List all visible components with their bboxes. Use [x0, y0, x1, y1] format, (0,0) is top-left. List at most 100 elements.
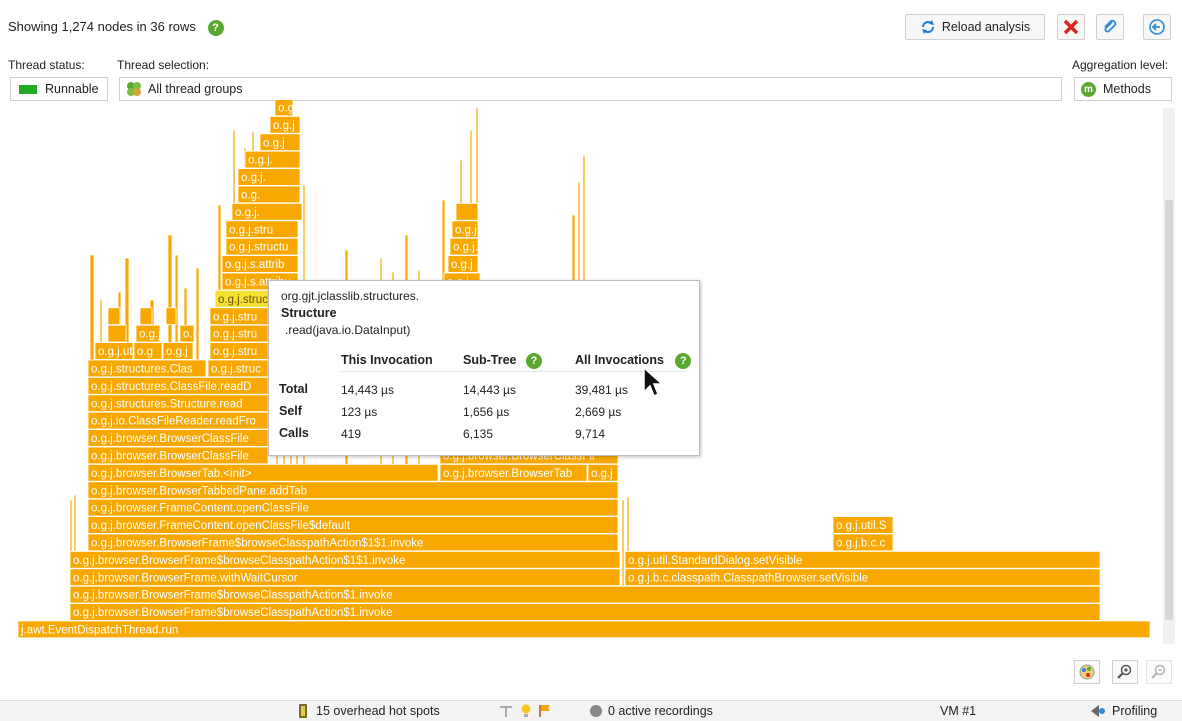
flame-frame[interactable]	[135, 324, 161, 343]
flame-frame[interactable]	[451, 220, 479, 239]
tooltip-method: .read(java.io.DataInput)	[285, 323, 411, 337]
paperclip-icon	[1104, 19, 1117, 33]
profiling-mode-text: Profiling	[1112, 704, 1158, 718]
flame-frame-label: o.g.j.browser.FrameContent.openClassFile…	[91, 520, 351, 532]
flame-frame-label: o.g.j.	[453, 242, 478, 254]
column-sub-tree: Sub-Tree ?	[463, 353, 542, 369]
color-settings-button[interactable]	[1074, 660, 1100, 684]
tooltip-package: org.gjt.jclasslib.structures.	[281, 289, 420, 303]
flame-frame-label: o.g.j.structures.Clas	[91, 364, 193, 376]
vm-indicator-text: VM #1	[940, 704, 977, 718]
flame-frame[interactable]	[94, 342, 134, 360]
flame-frame-label: o.g.j	[273, 120, 295, 132]
profiling-mode[interactable]: Profiling	[1090, 704, 1157, 718]
thread-status-select[interactable]: Runnable	[10, 77, 108, 101]
flame-frame-label: o.g.j.browser.BrowserTab	[443, 468, 572, 480]
flame-frame[interactable]	[225, 220, 299, 239]
flame-frame[interactable]	[107, 307, 121, 325]
flame-frame[interactable]	[87, 533, 619, 552]
flame-frame[interactable]	[69, 551, 621, 569]
flame-frame[interactable]	[69, 585, 1101, 604]
active-recordings[interactable]: 0 active recordings	[590, 704, 713, 718]
zoom-out-button[interactable]	[1146, 660, 1172, 684]
flame-frame[interactable]	[624, 568, 1101, 586]
reload-icon	[921, 20, 934, 34]
column-this-invocation: This Invocation	[341, 353, 433, 367]
zoom-in-icon	[1117, 664, 1132, 679]
flame-frame-label: o.g.j.browser.BrowserClassFile	[91, 451, 249, 463]
flame-frame-label: o.g.j.browser.BrowserFrame$browseClasspa…	[73, 607, 393, 619]
reload-analysis-button[interactable]: Reload analysis	[905, 14, 1045, 40]
methods-icon: m	[1081, 81, 1096, 97]
flame-frame-label: o.g.j.util.StandardDialog.setVisible	[628, 555, 802, 567]
flame-frame-label: o.g	[183, 329, 199, 341]
flame-frame[interactable]	[624, 551, 1101, 569]
self-this-invocation: 123 µs	[341, 405, 378, 419]
flame-frame[interactable]	[69, 568, 621, 586]
zoom-in-button[interactable]	[1112, 660, 1138, 684]
flame-frame[interactable]	[237, 168, 301, 186]
flame-frame[interactable]	[87, 516, 619, 534]
flame-frame[interactable]	[832, 533, 894, 552]
help-icon[interactable]: ?	[525, 353, 542, 369]
scrollbar-thumb[interactable]	[1165, 200, 1173, 620]
thread-selection-select[interactable]: All thread groups	[119, 77, 1062, 101]
flame-frame[interactable]	[259, 133, 301, 152]
flame-frame[interactable]	[274, 100, 294, 117]
flame-frame[interactable]	[221, 255, 299, 273]
flame-frame[interactable]	[439, 463, 588, 482]
flame-frame-label: j.awt.EventDispatchThread.run	[20, 625, 178, 637]
flame-frame[interactable]	[69, 603, 1101, 621]
overhead-hotspots[interactable]: 15 overhead hot spots	[296, 704, 440, 718]
pin-icon[interactable]	[498, 704, 514, 718]
flame-frame[interactable]	[87, 498, 619, 517]
export-button[interactable]	[1143, 14, 1171, 40]
flame-frame[interactable]	[269, 116, 301, 134]
flame-frame[interactable]	[244, 150, 301, 169]
flame-frame[interactable]	[87, 463, 439, 482]
flame-frame[interactable]	[165, 307, 177, 325]
flame-frame-label: o.g.j.struc	[211, 364, 261, 376]
flag-icon[interactable]	[538, 704, 552, 718]
tooltip-class: Structure	[281, 306, 337, 320]
flame-frame[interactable]	[133, 342, 163, 360]
flame-frame[interactable]	[231, 202, 303, 221]
lightbulb-icon[interactable]	[520, 704, 532, 718]
total-this-invocation: 14,443 µs	[341, 383, 394, 397]
flame-frame-label: o.g.j.stru	[229, 224, 273, 236]
flame-frame[interactable]	[449, 237, 479, 256]
thread-status-value: Runnable	[45, 82, 99, 96]
flame-frame-label: o.g.j.io.ClassFileReader.readFro	[91, 416, 256, 428]
flame-frame[interactable]	[832, 516, 894, 534]
flame-frame-label: o.g.j.	[248, 155, 273, 167]
aggregation-level-select[interactable]: m Methods	[1074, 77, 1172, 101]
profiling-icon	[1091, 705, 1105, 717]
flame-frame[interactable]	[17, 620, 1151, 639]
flame-frame[interactable]	[139, 307, 153, 325]
flame-frame[interactable]	[587, 463, 619, 482]
flame-frame[interactable]	[179, 324, 195, 343]
attach-button[interactable]	[1096, 14, 1124, 40]
flame-frame[interactable]	[225, 237, 299, 256]
flame-frame[interactable]	[237, 185, 301, 204]
flame-frame-label: o.g.	[241, 190, 260, 202]
flame-frame[interactable]	[162, 342, 194, 360]
flame-frame[interactable]	[107, 324, 127, 343]
column-all-invocations: All Invocations ?	[575, 353, 692, 369]
flame-frame[interactable]	[87, 359, 207, 378]
column-all-invocations-label: All Invocations	[575, 353, 664, 367]
runnable-color-icon	[19, 84, 37, 94]
palette-icon	[1079, 664, 1095, 680]
flame-frame[interactable]	[455, 202, 479, 221]
help-icon[interactable]: ?	[675, 353, 692, 369]
flame-frame-label: o.g.j.util	[98, 346, 138, 358]
help-icon[interactable]: ?	[207, 20, 224, 36]
close-button[interactable]	[1057, 14, 1085, 40]
calls-sub-tree: 6,135	[463, 427, 494, 441]
calls-all-invocations: 9,714	[575, 427, 606, 441]
thread-status-label: Thread status:	[8, 58, 85, 72]
flame-frame[interactable]	[447, 255, 479, 273]
vm-indicator[interactable]: VM #1	[940, 704, 976, 718]
zoom-out-icon	[1151, 664, 1166, 679]
flame-frame[interactable]	[87, 481, 619, 499]
